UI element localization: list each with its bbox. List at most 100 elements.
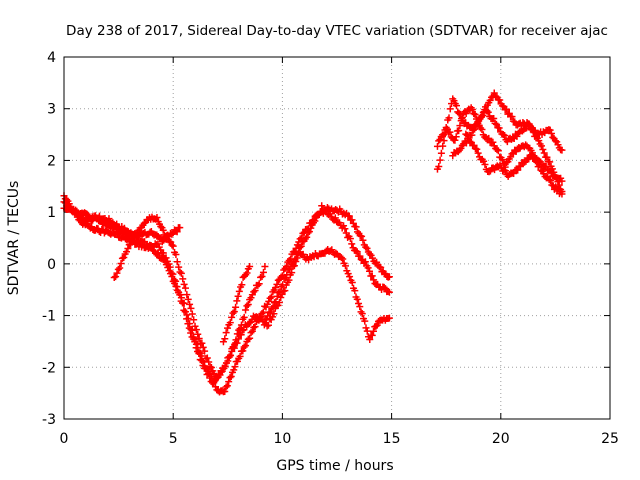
data-point: [466, 137, 474, 145]
data-point: [331, 214, 339, 222]
data-point: [352, 223, 360, 231]
y-tick-label: -2: [42, 360, 56, 376]
data-point: [172, 277, 180, 285]
series-track-8: [433, 104, 566, 185]
data-point: [234, 292, 242, 300]
data-point: [368, 331, 376, 339]
data-point: [281, 287, 289, 295]
data-point: [172, 251, 180, 259]
y-tick-label: 3: [47, 102, 56, 118]
data-point: [490, 115, 498, 123]
data-point: [353, 295, 361, 303]
data-point: [199, 343, 207, 351]
data-point: [500, 166, 508, 174]
data-point: [154, 240, 162, 248]
series-track-4: [60, 204, 184, 246]
data-point: [127, 240, 135, 248]
data-point: [255, 280, 263, 288]
data-point: [194, 330, 202, 338]
data-point: [550, 168, 558, 176]
data-point: [469, 126, 477, 134]
y-tick-label: 4: [47, 50, 56, 66]
data-point: [284, 266, 292, 274]
data-point: [176, 224, 184, 232]
data-point: [186, 300, 194, 308]
data-point: [238, 281, 246, 289]
data-point: [491, 119, 499, 127]
data-series: [60, 89, 566, 396]
data-point: [529, 128, 537, 136]
data-point: [173, 258, 181, 266]
data-point: [181, 284, 189, 292]
data-point: [359, 236, 367, 244]
x-axis-label: GPS time / hours: [276, 458, 393, 474]
data-point: [440, 131, 448, 139]
data-point: [353, 228, 361, 236]
chart-title: Day 238 of 2017, Sidereal Day-to-day VTE…: [66, 23, 608, 39]
data-point: [153, 213, 161, 221]
data-point: [117, 260, 125, 268]
data-point: [240, 343, 248, 351]
data-point: [180, 306, 188, 314]
data-point: [318, 202, 326, 210]
data-point: [483, 107, 491, 115]
data-point: [212, 383, 220, 391]
data-point: [222, 383, 230, 391]
data-point: [482, 103, 490, 111]
data-point: [322, 206, 330, 214]
data-point: [225, 378, 233, 386]
data-point: [113, 269, 121, 277]
data-point: [370, 327, 378, 335]
data-point: [232, 336, 240, 344]
data-point: [296, 244, 304, 252]
data-point: [458, 114, 466, 122]
data-point: [351, 287, 359, 295]
data-point: [485, 134, 493, 142]
data-point: [181, 308, 189, 316]
data-point: [184, 320, 192, 328]
data-point: [326, 210, 334, 218]
data-point: [499, 131, 507, 139]
data-point: [356, 303, 364, 311]
data-point: [346, 235, 354, 243]
data-point: [246, 334, 254, 342]
data-point: [358, 310, 366, 318]
data-point: [385, 273, 393, 281]
data-point: [251, 323, 259, 331]
data-point: [120, 227, 128, 235]
data-point: [192, 326, 200, 334]
data-point: [169, 270, 177, 278]
data-point: [368, 254, 376, 262]
data-point: [362, 324, 370, 332]
data-point: [456, 122, 464, 130]
data-point: [457, 117, 465, 125]
data-point: [339, 255, 347, 263]
data-point: [535, 137, 543, 145]
data-point: [122, 228, 130, 236]
data-point: [243, 302, 251, 310]
data-point: [257, 273, 265, 281]
data-point: [455, 127, 463, 135]
data-point: [269, 303, 277, 311]
data-point: [187, 304, 195, 312]
data-point: [536, 161, 544, 169]
data-point: [495, 124, 503, 132]
data-point: [116, 264, 124, 272]
data-point: [248, 327, 256, 335]
data-point: [279, 281, 287, 289]
data-point: [239, 347, 247, 355]
data-point: [270, 299, 278, 307]
data-point: [190, 316, 198, 324]
data-point: [206, 363, 214, 371]
data-point: [358, 232, 366, 240]
data-point: [192, 344, 200, 352]
data-point: [307, 224, 315, 232]
data-point: [558, 146, 566, 154]
data-point: [492, 120, 500, 128]
data-point: [285, 276, 293, 284]
data-point: [261, 262, 269, 270]
data-point: [187, 329, 195, 337]
x-tick-label: 5: [169, 431, 178, 447]
data-point: [365, 267, 373, 275]
series-track-6: [261, 246, 393, 344]
